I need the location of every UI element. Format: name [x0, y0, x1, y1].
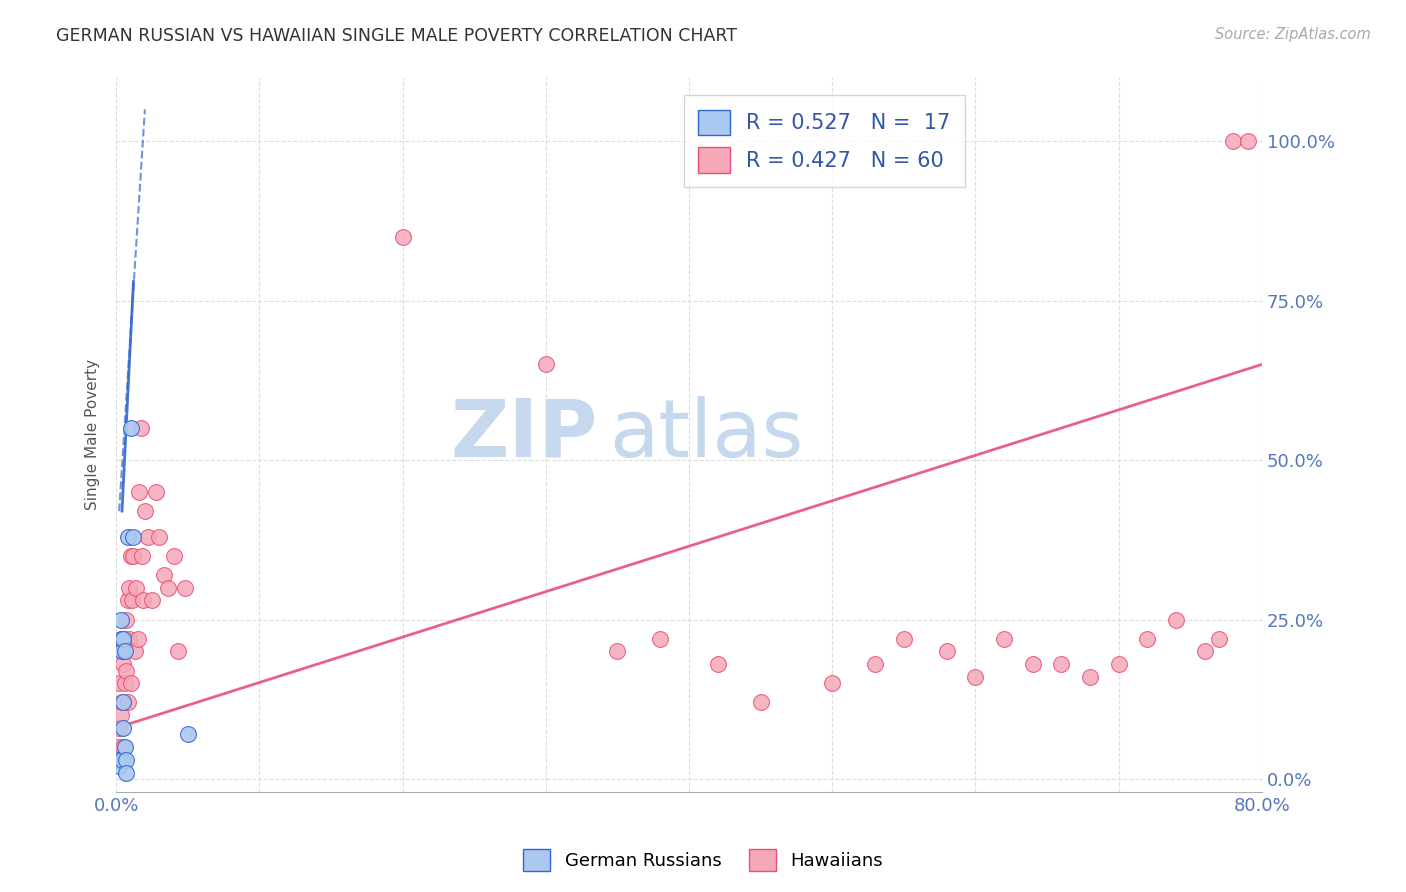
Point: [893, 632, 915, 646]
Point: [110, 708, 132, 723]
Point: [114, 740, 136, 755]
Point: [118, 632, 141, 646]
Point: [108, 721, 131, 735]
Point: [606, 644, 628, 658]
Point: [112, 740, 135, 755]
Point: [127, 632, 149, 646]
Point: [117, 530, 139, 544]
Point: [132, 593, 155, 607]
Point: [107, 753, 129, 767]
Point: [162, 549, 184, 563]
Point: [112, 657, 135, 672]
Point: [134, 504, 156, 518]
Point: [118, 581, 141, 595]
Point: [112, 695, 135, 709]
Point: [174, 581, 197, 595]
Point: [865, 657, 887, 672]
Point: [115, 664, 138, 678]
Point: [166, 644, 188, 658]
Point: [108, 759, 131, 773]
Point: [125, 581, 148, 595]
Point: [1108, 657, 1130, 672]
Point: [1078, 670, 1101, 684]
Point: [111, 753, 134, 767]
Point: [965, 670, 987, 684]
Point: [156, 581, 179, 595]
Y-axis label: Single Male Poverty: Single Male Poverty: [86, 359, 100, 510]
Point: [152, 567, 174, 582]
Point: [115, 765, 138, 780]
Point: [108, 676, 131, 690]
Point: [121, 593, 143, 607]
Point: [122, 530, 145, 544]
Point: [114, 676, 136, 690]
Point: [114, 644, 136, 658]
Point: [111, 695, 134, 709]
Point: [1050, 657, 1073, 672]
Point: [131, 549, 153, 563]
Text: ZIP: ZIP: [450, 395, 598, 474]
Point: [148, 530, 170, 544]
Point: [935, 644, 957, 658]
Point: [128, 485, 150, 500]
Point: [111, 632, 134, 646]
Point: [1136, 632, 1159, 646]
Point: [177, 727, 200, 741]
Point: [1208, 632, 1230, 646]
Point: [993, 632, 1015, 646]
Point: [110, 613, 132, 627]
Point: [110, 644, 132, 658]
Point: [145, 485, 167, 500]
Point: [1236, 134, 1258, 148]
Point: [115, 613, 138, 627]
Point: [124, 644, 146, 658]
Legend: R = 0.527   N =  17, R = 0.427   N = 60: R = 0.527 N = 17, R = 0.427 N = 60: [683, 95, 965, 187]
Point: [114, 632, 136, 646]
Point: [120, 421, 142, 435]
Point: [120, 549, 142, 563]
Point: [129, 421, 152, 435]
Point: [136, 530, 159, 544]
Point: [112, 632, 135, 646]
Point: [110, 632, 132, 646]
Point: [117, 695, 139, 709]
Text: GERMAN RUSSIAN VS HAWAIIAN SINGLE MALE POVERTY CORRELATION CHART: GERMAN RUSSIAN VS HAWAIIAN SINGLE MALE P…: [56, 27, 737, 45]
Point: [115, 753, 138, 767]
Point: [117, 593, 139, 607]
Point: [749, 695, 772, 709]
Legend: German Russians, Hawaiians: German Russians, Hawaiians: [516, 842, 890, 879]
Point: [1222, 134, 1244, 148]
Point: [1022, 657, 1045, 672]
Point: [107, 740, 129, 755]
Point: [391, 230, 413, 244]
Point: [534, 358, 557, 372]
Text: Source: ZipAtlas.com: Source: ZipAtlas.com: [1215, 27, 1371, 42]
Point: [120, 676, 142, 690]
Point: [141, 593, 163, 607]
Point: [706, 657, 728, 672]
Point: [111, 644, 134, 658]
Point: [122, 549, 145, 563]
Point: [821, 676, 844, 690]
Point: [1164, 613, 1187, 627]
Point: [650, 632, 672, 646]
Point: [1194, 644, 1216, 658]
Text: atlas: atlas: [609, 395, 803, 474]
Point: [112, 721, 135, 735]
